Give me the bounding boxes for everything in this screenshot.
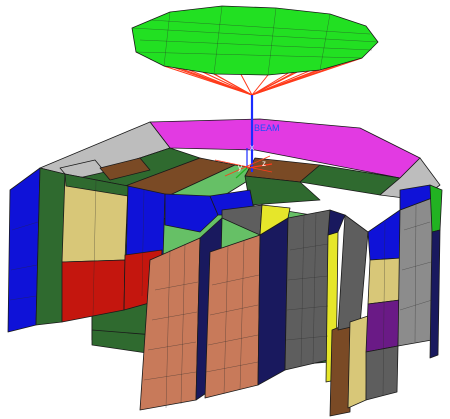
panel-blue-center [164, 193, 219, 233]
panel-gray-c [284, 209, 331, 371]
panel-dark-green-left [35, 167, 66, 326]
panel-navy-c [327, 209, 346, 236]
panel-green-edge [429, 184, 443, 233]
mesh-grid [9, 179, 433, 409]
axis-y-label: y [238, 163, 242, 172]
axis-triad: x z y [214, 143, 273, 179]
panel-khaki-d [347, 315, 369, 409]
axis-z-label: z [262, 159, 266, 168]
tie-line [251, 69, 321, 96]
axis-cross-b [224, 155, 271, 177]
panel-salmon-b [204, 234, 261, 399]
tie-line [240, 74, 253, 96]
panel-blue-left [7, 167, 41, 333]
panel-gray-right [365, 345, 399, 401]
top-plate [131, 5, 379, 76]
axis-x-label: x [250, 143, 254, 152]
panel-gray-d [337, 214, 369, 331]
roof-tile-brown-3 [99, 157, 151, 181]
panel-navy-b [257, 217, 289, 386]
axis-cross-a [214, 159, 273, 173]
tie-line [251, 74, 269, 96]
tie-line [251, 72, 295, 96]
beam-annotation: BEAM [254, 123, 280, 133]
axis-y-line [235, 167, 248, 179]
panel-purple-right [365, 299, 401, 353]
panel-navy-edge [429, 229, 441, 359]
panel-khaki-right [367, 257, 403, 305]
wall-panels [7, 167, 443, 417]
